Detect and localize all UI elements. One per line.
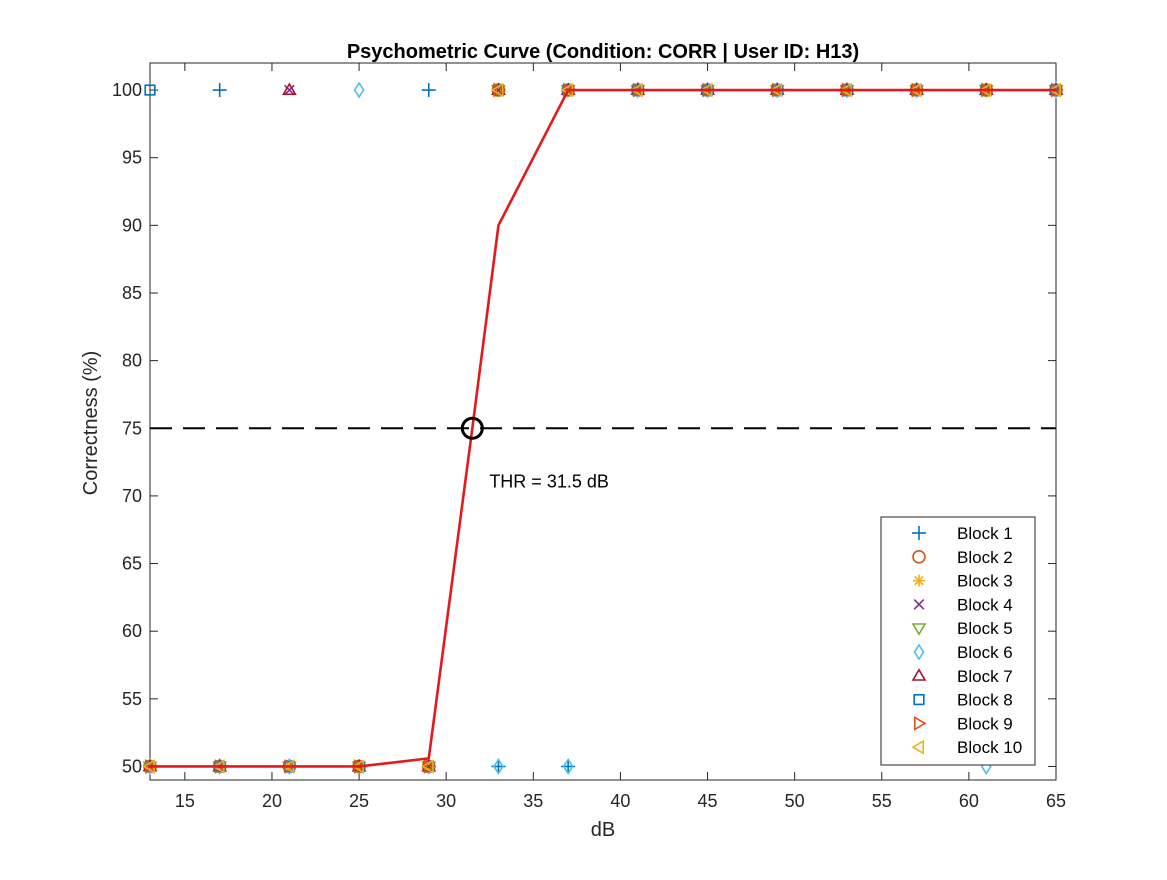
y-tick-label: 70 [122,486,142,506]
plot-area: 15 20 25 30 35 40 45 50 55 60 65 50 55 60 65 70 75 80 85 90… [112,62,1066,811]
legend-marker-block-8 [913,693,925,706]
data-point-block-9 [423,759,437,774]
legend-marker-block-5 [911,623,927,636]
legend-entry-label: Block 3 [957,572,1013,591]
legend-marker-block-3 [913,574,925,587]
psychometric-curve-line [150,88,1056,768]
data-point-block-6 [493,757,504,775]
data-point-block-4 [493,84,504,96]
y-tick-label: 85 [122,283,142,303]
legend-entry-label: Block 4 [957,595,1013,614]
legend-marker-block-10 [911,739,925,755]
legend-marker-block-9 [913,716,927,731]
x-tick-label: 20 [262,791,282,811]
y-tick-label: 50 [122,756,142,776]
x-tick-label: 60 [959,791,979,811]
legend-entry-label: Block 1 [957,524,1013,543]
x-tick-label: 35 [523,791,543,811]
y-tick-label: 100 [112,80,142,100]
data-point-block-9 [563,82,576,98]
data-point-block-10 [1048,82,1061,98]
legend-marker-block-1 [912,526,926,540]
legend-marker-block-7 [911,668,927,681]
data-point-block-1 [212,83,227,98]
data-point-block-1 [421,83,436,98]
data-point-block-6 [353,81,365,99]
y-tick-label: 75 [122,418,142,438]
x-tick-label: 55 [872,791,892,811]
y-tick-label: 55 [122,689,142,709]
legend-entry-label: Block 6 [957,643,1013,662]
x-tick-label: 45 [698,791,718,811]
data-point-block-9 [145,759,158,774]
legend-marker-block-4 [913,599,925,610]
y-tick-label: 60 [122,621,142,641]
legend-marker-block-2 [912,549,926,564]
legend-box [880,516,1036,766]
y-tick-label: 90 [122,215,142,235]
x-tick-label: 65 [1046,791,1066,811]
axes-box [149,62,1057,781]
legend-entry-label: Block 7 [957,667,1013,686]
data-point-block-6 [562,757,574,775]
data-point-block-8 [144,84,156,96]
x-tick-label: 15 [175,791,195,811]
threshold-annotation: THR = 31.5 dB [489,471,609,491]
legend-entry-label: Block 10 [957,738,1022,757]
legend-marker-block-6 [913,643,925,661]
x-tick-label: 25 [349,791,369,811]
x-axis-label: dB [591,819,615,841]
legend-entry-label: Block 5 [957,619,1013,638]
y-tick-label: 80 [122,351,142,371]
y-axis-label: Correctness (%) [80,351,102,495]
legend-entry-label: Block 8 [957,691,1013,710]
data-point-block-10 [490,82,504,98]
x-tick-label: 50 [785,791,805,811]
legend: Block 1 Block 2 Block 3 Block 4 Block 5 Block… [880,516,1036,766]
legend-entry-label: Block 2 [957,548,1013,567]
threshold-marker [460,416,484,440]
data-point-block-10 [421,759,434,774]
data-point-block-7 [281,82,297,96]
data-point-block-4 [284,84,295,96]
x-tick-label: 30 [436,791,456,811]
y-tick-label: 95 [122,148,142,168]
chart-title: Psychometric Curve (Condition: CORR | Us… [347,41,859,63]
legend-entry-label: Block 9 [957,714,1013,733]
data-point-block-9 [493,82,507,98]
x-tick-label: 40 [610,791,630,811]
y-tick-label: 65 [122,554,142,574]
